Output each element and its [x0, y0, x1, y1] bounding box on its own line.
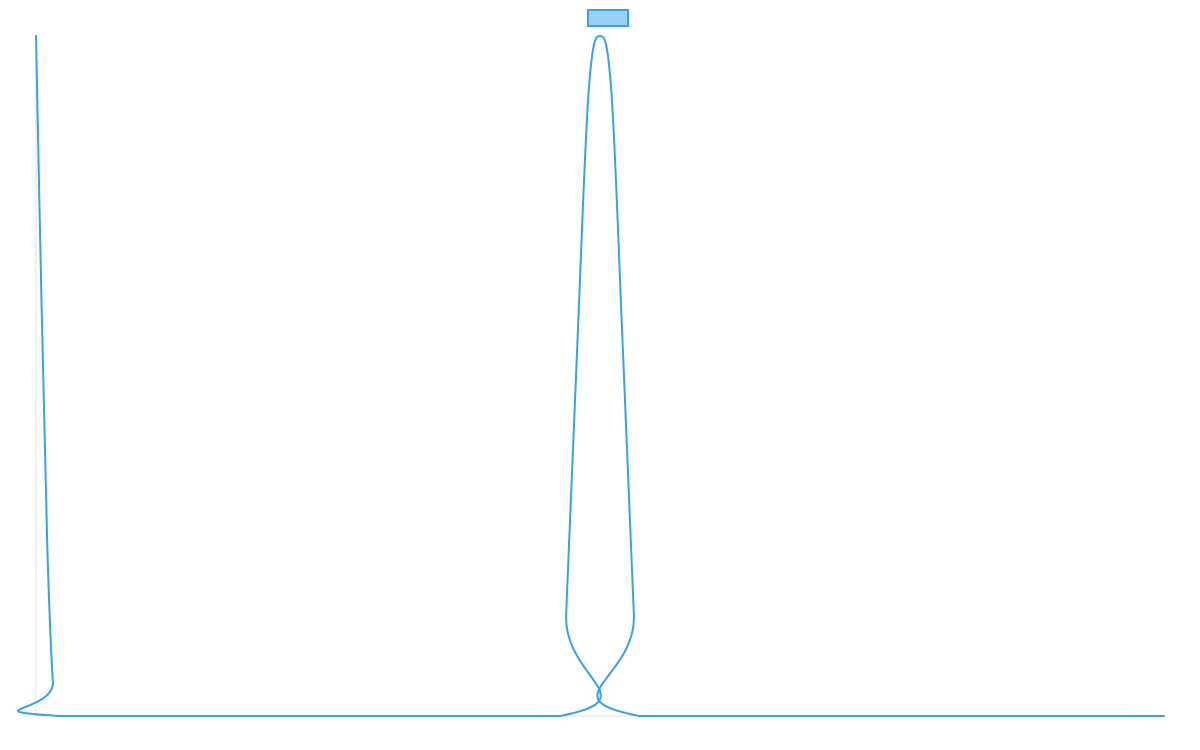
series-line-0 — [17, 35, 1165, 718]
legend-swatch[interactable] — [587, 9, 629, 27]
legend[interactable] — [587, 9, 629, 27]
axes — [35, 36, 1164, 717]
series-layer — [17, 35, 1165, 718]
legend-item[interactable] — [587, 9, 629, 27]
